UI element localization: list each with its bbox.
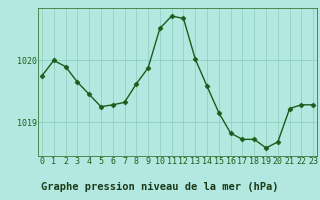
Text: Graphe pression niveau de la mer (hPa): Graphe pression niveau de la mer (hPa) [41,182,279,192]
